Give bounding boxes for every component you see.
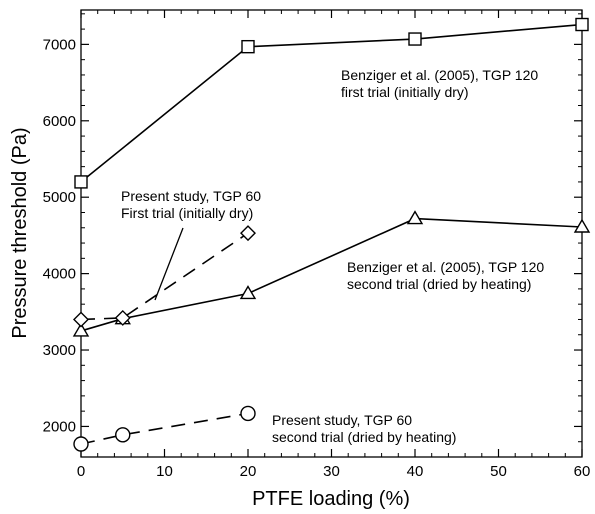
data-point-circle [115, 427, 131, 443]
x-tick-label: 60 [574, 463, 591, 480]
x-tick-label: 50 [490, 463, 507, 480]
series-lines [80, 23, 583, 445]
y-axis-title: Pressure threshold (Pa) [9, 127, 31, 338]
series-line-diamond [80, 232, 249, 321]
y-tick-label: 7000 [43, 36, 76, 53]
data-point-triangle [239, 285, 257, 300]
y-tick-label: 3000 [43, 342, 76, 359]
annotation-benziger-second-line2: second trial (dried by heating) [347, 276, 531, 292]
data-point-diamond [73, 311, 89, 328]
series-line-circle [80, 412, 249, 445]
y-tick-label: 2000 [43, 418, 76, 435]
x-tick-label: 20 [240, 463, 257, 480]
annotation-present-second-line2: second trial (dried by heating) [272, 429, 456, 445]
x-tick-label: 0 [77, 463, 85, 480]
series-markers [72, 17, 591, 452]
y-tick-label: 5000 [43, 189, 76, 206]
y-tick-label: 6000 [43, 113, 76, 130]
data-point-triangle [406, 210, 424, 225]
annotation-benziger-second-line1: Benziger et al. (2005), TGP 120 [347, 259, 544, 275]
data-point-circle [240, 405, 256, 422]
data-point-diamond [240, 225, 256, 242]
x-tick-label: 10 [156, 463, 173, 480]
ticks: 0 10 20 30 40 50 60 2000 3000 4000 5000 6000 7000 [43, 10, 591, 480]
x-tick-label: 40 [407, 463, 424, 480]
annotation-benziger-first-line2: first trial (initially dry) [341, 84, 469, 100]
y-tick-label: 4000 [43, 266, 76, 283]
annotation-present-second-line1: Present study, TGP 60 [272, 412, 412, 428]
data-point-square [575, 17, 589, 32]
annotation-benziger-first-line1: Benziger et al. (2005), TGP 120 [341, 67, 538, 83]
data-point-circle [73, 436, 89, 452]
x-tick-label: 30 [323, 463, 340, 480]
data-point-triangle [573, 218, 591, 233]
data-point-square [408, 32, 422, 46]
series-line-square [80, 23, 583, 183]
annotation-present-first-line2: First trial (initially dry) [121, 205, 253, 221]
data-point-square [74, 175, 88, 189]
data-point-triangle [72, 322, 90, 337]
annotation-present-first-line1: Present study, TGP 60 [121, 188, 261, 204]
annotation-leader-line [154, 227, 184, 301]
x-axis-title: PTFE loading (%) [252, 488, 410, 510]
data-point-square [241, 39, 255, 54]
data-point-diamond [114, 309, 131, 326]
